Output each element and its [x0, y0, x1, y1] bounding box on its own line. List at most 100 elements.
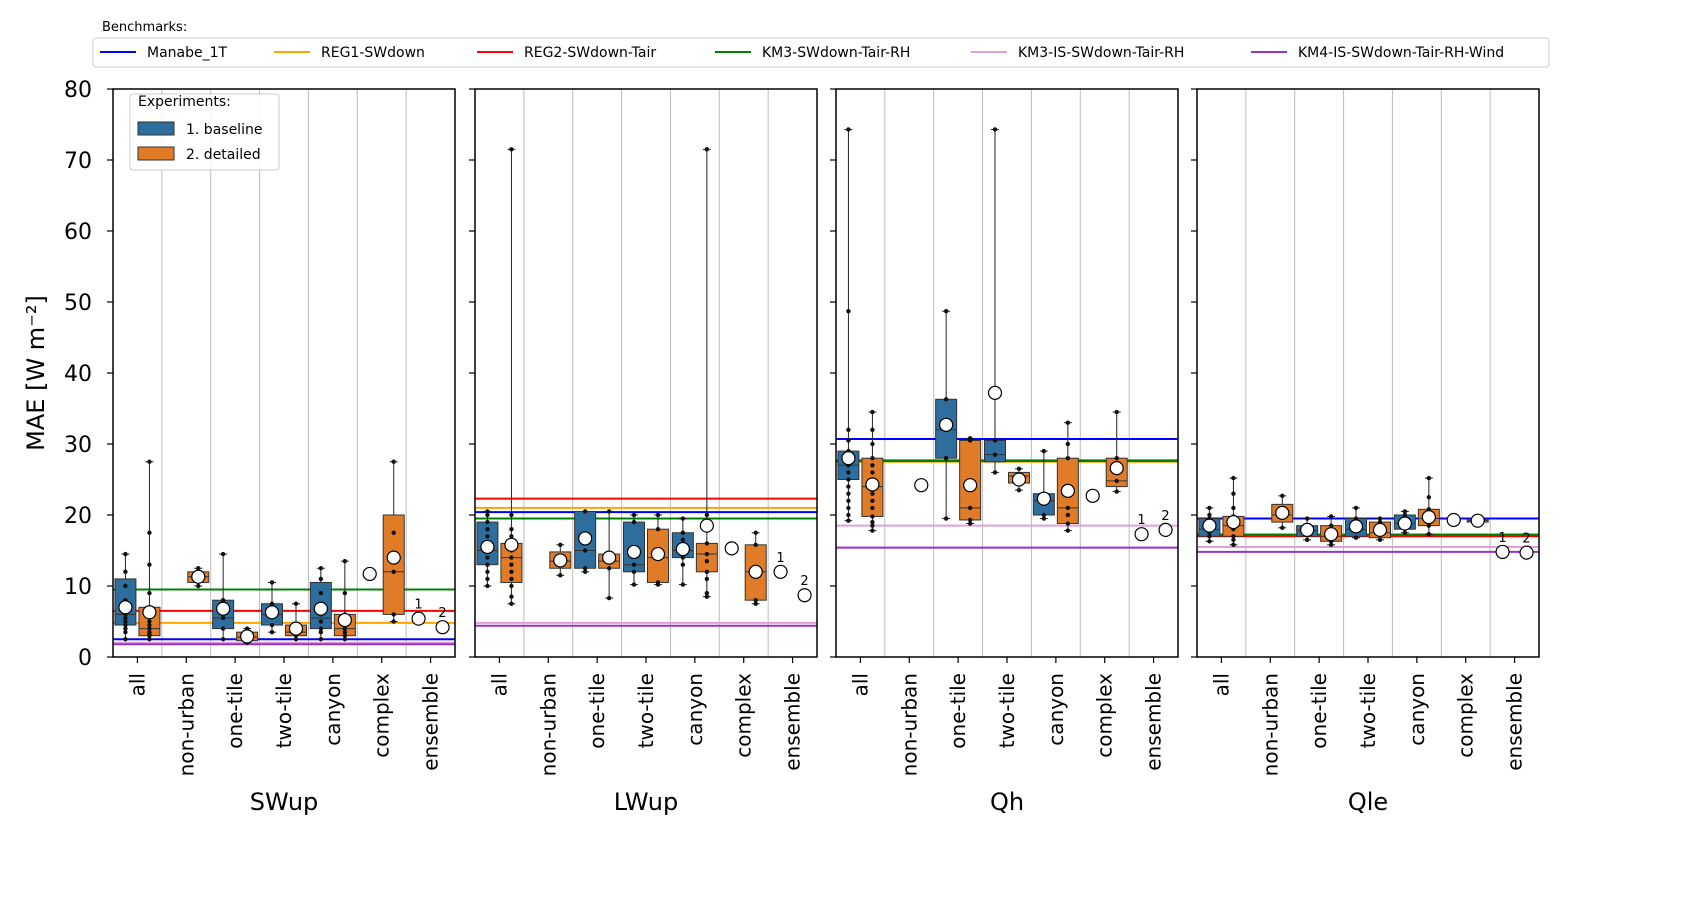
box-canyon-exp1 — [671, 516, 694, 587]
mean-marker — [650, 546, 666, 562]
mean-marker — [1275, 505, 1290, 520]
data-point — [509, 555, 514, 560]
mean-marker — [963, 478, 978, 493]
data-point — [967, 521, 973, 526]
box-all-exp2 — [500, 147, 523, 606]
data-point — [1041, 512, 1047, 518]
panel-title: Qh — [990, 788, 1024, 816]
y-tick-label: 50 — [64, 291, 92, 316]
mean-marker — [797, 588, 812, 603]
data-point — [318, 576, 324, 582]
data-point — [342, 558, 348, 564]
data-point — [1280, 493, 1285, 499]
data-point — [391, 530, 396, 535]
box-ensemble-exp2: 2 — [435, 606, 450, 635]
data-point — [870, 505, 875, 511]
data-point — [1065, 512, 1071, 518]
data-point — [220, 598, 226, 603]
data-point — [485, 534, 490, 539]
y-tick-label: 0 — [78, 646, 92, 671]
data-point — [147, 459, 152, 464]
data-point — [293, 637, 299, 642]
data-point — [870, 463, 875, 468]
data-point — [606, 566, 612, 571]
data-point — [655, 527, 661, 532]
data-point — [1402, 512, 1408, 518]
data-point — [1328, 514, 1334, 519]
data-point — [220, 626, 226, 631]
benchmark-legend-label: KM4-IS-SWdown-Tair-RH-Wind — [1298, 45, 1504, 61]
data-point — [753, 598, 758, 603]
data-point — [846, 498, 851, 503]
y-tick-label: 10 — [64, 575, 92, 600]
mean-marker — [1397, 516, 1412, 531]
data-point — [1016, 487, 1022, 493]
data-point — [1231, 534, 1236, 539]
data-point — [846, 491, 851, 496]
data-point — [391, 569, 396, 574]
data-point — [846, 470, 851, 475]
box-two-tile-exp2 — [647, 512, 669, 587]
data-point — [509, 576, 514, 582]
data-point — [704, 590, 710, 596]
mean-marker — [1348, 519, 1364, 534]
box-ensemble-exp1: 1 — [773, 551, 788, 579]
mean-marker — [118, 600, 133, 615]
ensemble-label: 2 — [438, 606, 446, 621]
x-tick-label: all — [487, 673, 511, 696]
mean-marker — [216, 601, 231, 616]
data-point — [967, 436, 973, 441]
x-tick-label: non-urban — [174, 673, 198, 776]
data-point — [870, 519, 875, 525]
data-point — [1041, 516, 1047, 521]
box-ensemble-exp2: 2 — [797, 574, 812, 603]
mean-marker — [313, 601, 328, 616]
data-point — [1426, 475, 1432, 481]
panel-title: LWup — [614, 788, 679, 816]
data-point — [1231, 505, 1236, 511]
box-two-tile-exp2 — [1369, 516, 1391, 543]
data-point — [318, 637, 324, 642]
x-tick-label: non-urban — [536, 673, 560, 776]
x-tick-label: canyon — [321, 673, 345, 746]
ensemble-label: 2 — [1161, 509, 1169, 524]
data-point — [680, 537, 686, 543]
y-tick-label: 20 — [64, 504, 92, 529]
mean-marker — [1202, 518, 1217, 533]
data-point — [1207, 539, 1212, 544]
data-point — [1231, 475, 1236, 481]
box-non-urban-exp2 — [549, 542, 572, 578]
box-ensemble-exp1: 1 — [411, 598, 426, 626]
data-point — [220, 551, 226, 557]
data-point — [485, 562, 490, 567]
box-complex-exp2 — [1466, 513, 1489, 528]
data-point — [680, 555, 686, 560]
benchmark-legend-label: KM3-SWdown-Tair-RH — [762, 45, 910, 61]
data-point — [1065, 528, 1071, 533]
data-point — [220, 615, 226, 621]
data-point — [704, 512, 710, 518]
y-axis-label: MAE [W m⁻²] — [22, 295, 50, 451]
box-complex-exp2 — [1105, 409, 1128, 494]
data-point — [196, 583, 201, 589]
data-point — [147, 562, 152, 567]
data-point — [582, 548, 588, 553]
mean-marker — [773, 564, 788, 579]
x-tick-label: canyon — [1044, 673, 1068, 746]
mean-marker — [914, 478, 929, 493]
data-point — [1065, 456, 1071, 461]
x-tick-label: two-tile — [634, 673, 658, 748]
data-point — [1377, 537, 1383, 543]
box-one-tile-exp1 — [935, 309, 958, 521]
data-point — [680, 516, 686, 521]
data-point — [1114, 478, 1119, 484]
box-non-urban-exp2 — [914, 478, 929, 493]
data-point — [943, 309, 949, 314]
data-point — [1065, 505, 1071, 511]
mean-marker — [288, 621, 304, 636]
box-two-tile-exp2 — [1008, 466, 1030, 493]
data-point — [123, 619, 128, 624]
data-point — [318, 619, 324, 624]
data-point — [293, 601, 299, 606]
